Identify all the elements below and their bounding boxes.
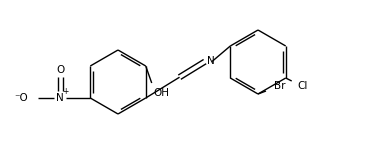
Text: O: O [56,65,64,75]
Text: Br: Br [274,81,286,91]
Text: N: N [56,93,64,103]
Text: N: N [207,56,215,66]
Text: Cl: Cl [298,81,308,91]
Text: ⁻O: ⁻O [14,93,28,103]
Text: OH: OH [154,88,170,98]
Text: +: + [62,87,68,95]
